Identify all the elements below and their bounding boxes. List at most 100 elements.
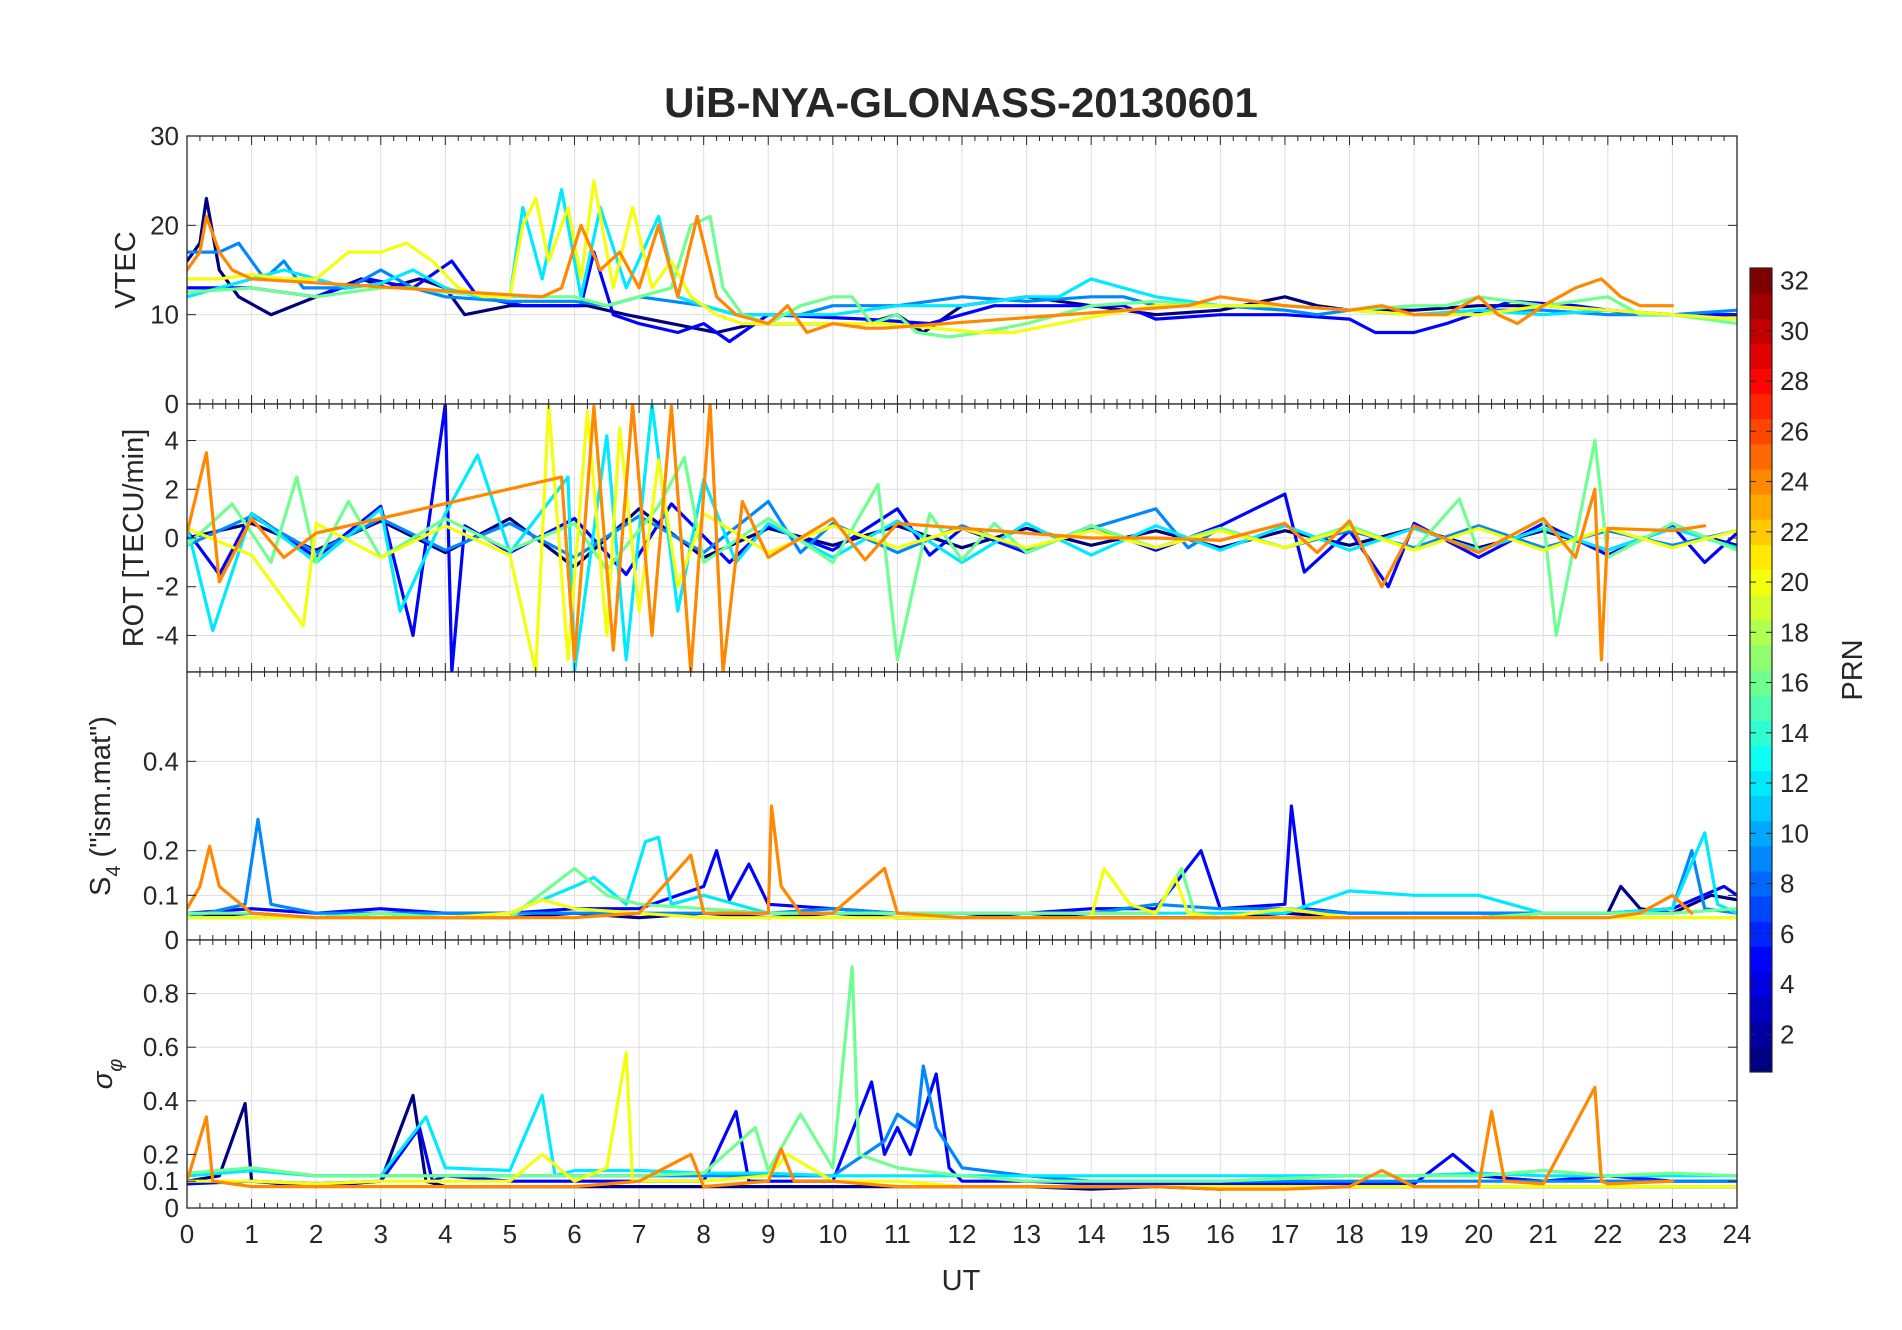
y-tick-label: -2 <box>156 572 179 602</box>
colorbar-segment <box>1750 293 1772 319</box>
colorbar-segment <box>1750 871 1772 897</box>
series-line-prn-24 <box>187 214 1674 335</box>
y-tick-label: 0.4 <box>143 746 179 776</box>
x-tick-label: 0 <box>180 1219 194 1249</box>
x-tick-label: 9 <box>761 1219 775 1249</box>
x-tick-label: 18 <box>1335 1219 1364 1249</box>
colorbar-segment <box>1750 268 1772 294</box>
y-tick-label: -4 <box>156 620 179 650</box>
colorbar-segment <box>1750 594 1772 621</box>
series-line-prn-9 <box>187 499 1737 560</box>
y-tick-label: 0 <box>165 925 179 955</box>
x-tick-label: 23 <box>1658 1219 1687 1249</box>
x-tick-label: 12 <box>948 1219 977 1249</box>
y-axis-label-sigma: σφ <box>87 1059 127 1090</box>
y-tick-label: 30 <box>150 121 179 151</box>
y-tick-label: 10 <box>150 300 179 330</box>
colorbar-segment <box>1750 393 1772 420</box>
colorbar-segment <box>1750 494 1772 520</box>
colorbar-segment <box>1750 1021 1772 1048</box>
x-tick-label: 5 <box>503 1219 517 1249</box>
y-tick-label: 0.4 <box>143 1086 179 1116</box>
x-tick-label: 2 <box>309 1219 323 1249</box>
y-tick-label: 0.2 <box>143 1139 179 1169</box>
colorbar-segment <box>1750 720 1772 746</box>
colorbar-segment <box>1750 368 1772 395</box>
series-line-prn-24 <box>187 404 1707 672</box>
colorbar-segment <box>1750 1046 1772 1073</box>
colorbar-tick-label: 6 <box>1780 919 1794 949</box>
colorbar-tick-label: 2 <box>1780 1019 1794 1049</box>
colorbar-segment <box>1750 343 1772 369</box>
colorbar-segment <box>1750 996 1772 1023</box>
colorbar-segment <box>1750 946 1772 972</box>
panel-s4: 0 0.1 0.2 0.4 S4 ("ism.mat") <box>85 671 1738 955</box>
x-tick-label: 3 <box>374 1219 388 1249</box>
colorbar-frame <box>1749 267 1773 1073</box>
series-group <box>187 404 1737 672</box>
colorbar-segment <box>1750 971 1772 998</box>
y-tick-label: 0.8 <box>143 979 179 1009</box>
y-axis-label-vtec: VTEC <box>110 231 142 308</box>
colorbar-tick-label: 24 <box>1780 467 1809 497</box>
colorbar-label: PRN <box>1837 639 1869 700</box>
y-axis-label-rot: ROT [TECU/min] <box>118 429 150 648</box>
colorbar-segment <box>1750 443 1772 470</box>
x-tick-label: 8 <box>696 1219 710 1249</box>
x-tick-label: 15 <box>1141 1219 1170 1249</box>
y-tick-label: 0.1 <box>143 1166 179 1196</box>
y-tick-label: 0 <box>165 523 179 553</box>
series-line-prn-16 <box>187 965 1737 1183</box>
colorbar-segment <box>1750 845 1772 872</box>
colorbar-tick-label: 30 <box>1780 316 1809 346</box>
colorbar-segment <box>1750 670 1772 696</box>
series-line-prn-24 <box>187 1085 1674 1191</box>
colorbar-tick-label: 26 <box>1780 416 1809 446</box>
y-axis-label-s4: S4 ("ism.mat") <box>85 716 125 896</box>
colorbar-tick-label: 20 <box>1780 567 1809 597</box>
x-tick-label: 1 <box>244 1219 258 1249</box>
colorbar-tick-label: 12 <box>1780 768 1809 798</box>
x-tick-label: 14 <box>1077 1219 1106 1249</box>
y-tick-label: 2 <box>165 474 179 504</box>
colorbar-segment <box>1750 619 1772 646</box>
colorbar-segment <box>1750 569 1772 596</box>
panel-vtec: 10 20 30 VTEC <box>110 121 1738 405</box>
series-group <box>187 179 1737 344</box>
y-tick-label: 0.1 <box>143 880 179 910</box>
colorbar-tick-label: 18 <box>1780 617 1809 647</box>
colorbar-tick-label: 4 <box>1780 969 1794 999</box>
colorbar-segment <box>1750 896 1772 922</box>
series-line-prn-1 <box>187 507 1737 569</box>
chart-title: UiB-NYA-GLONASS-20130601 <box>664 79 1258 126</box>
series-line-prn-24 <box>187 804 1694 920</box>
x-tick-label: 21 <box>1529 1219 1558 1249</box>
series-group <box>187 804 1737 920</box>
y-tick-label: 0.2 <box>143 836 179 866</box>
series-line-prn-5 <box>187 250 1737 344</box>
colorbar-segment <box>1750 745 1772 771</box>
colorbar-segment <box>1750 795 1772 822</box>
y-tick-label: 0 <box>165 389 179 419</box>
x-tick-label: 10 <box>818 1219 847 1249</box>
x-tick-labels: 0 1 2 3 4 5 6 7 8 9 10 11 12 13 14 15 16 17 18 19 20 21 22 23 24 <box>180 1219 1752 1249</box>
colorbar-tick-label: 14 <box>1780 718 1809 748</box>
y-tick-label: 0 <box>165 1193 179 1223</box>
colorbar-tick-label: 28 <box>1780 366 1809 396</box>
x-tick-label: 4 <box>438 1219 452 1249</box>
x-tick-label: 6 <box>567 1219 581 1249</box>
x-tick-label: 24 <box>1723 1219 1752 1249</box>
panel-rot: -4 -2 0 2 4 0 ROT [TECU/min] <box>118 389 1738 673</box>
x-tick-label: 19 <box>1400 1219 1429 1249</box>
colorbar-tick-label: 8 <box>1780 869 1794 899</box>
colorbar-segment <box>1750 418 1772 445</box>
colorbar-tick-label: 10 <box>1780 818 1809 848</box>
colorbar-segment <box>1750 544 1772 570</box>
colorbar-tick-label: 16 <box>1780 668 1809 698</box>
x-tick-label: 22 <box>1593 1219 1622 1249</box>
colorbar-segment <box>1750 695 1772 721</box>
y-tick-label: 0.6 <box>143 1032 179 1062</box>
colorbar-segment <box>1750 469 1772 495</box>
